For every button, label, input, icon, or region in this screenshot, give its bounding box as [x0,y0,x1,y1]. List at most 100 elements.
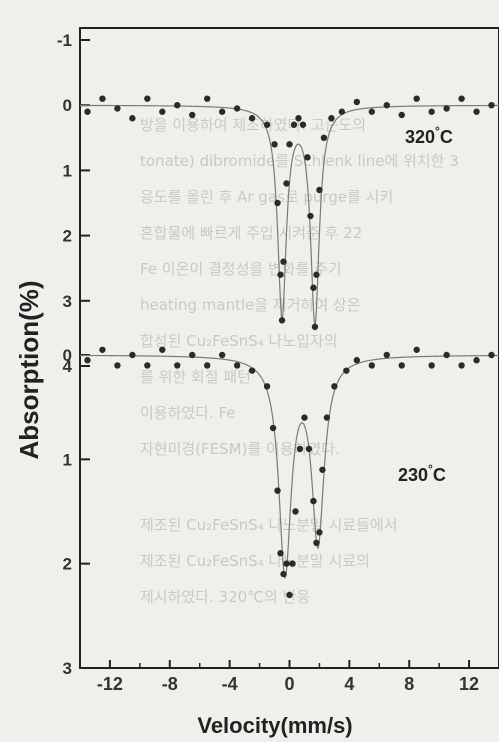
data-point-320 [338,108,346,115]
data-point-320 [280,258,287,265]
x-tick-label: -12 [97,674,123,694]
data-point-320 [278,317,286,324]
y-tick-label-top: 2 [63,227,72,246]
x-tick-label: 0 [284,674,294,694]
data-point-230 [368,362,375,369]
data-point-320 [84,108,91,115]
data-point-320 [413,95,420,102]
data-point-320 [299,121,307,128]
data-point-320 [353,98,361,106]
data-point-230 [398,362,405,369]
background-text-line: heating mantle을 제거하여 상온 [140,296,361,314]
data-point-230 [263,383,271,390]
data-point-320 [283,180,290,187]
data-point-320 [443,105,450,112]
data-point-320 [129,115,136,122]
y-tick-label-bottom: 3 [63,659,72,678]
data-point-230 [383,351,390,359]
data-point-230 [319,466,326,473]
background-text-line: 제조된 Cu₂FeSnS₄ 나노분말 시료들에서 [140,516,398,534]
data-point-230 [305,445,313,453]
data-point-230 [129,351,136,359]
data-point-230 [144,362,151,369]
data-point-320 [218,108,226,115]
background-korean-text: 방을 이용하여 제조하였다. 고순도의 tonate) dibromide를 Sc… [140,116,459,606]
data-point-230 [289,560,296,567]
data-point-320 [310,284,317,291]
data-point-320 [174,102,181,109]
y-tick-label-top: 0 [63,96,72,115]
data-point-320 [295,115,302,122]
x-tick-label: -4 [222,674,238,694]
data-point-320 [311,323,319,331]
x-tick-label: -8 [162,674,178,694]
data-point-230 [159,346,166,353]
data-point-230 [343,367,350,374]
data-point-320 [189,111,196,119]
y-tick-label-top: 1 [63,161,72,180]
data-point-230 [301,414,308,421]
data-point-320 [316,186,323,194]
data-point-230 [310,497,317,505]
data-point-230 [488,351,495,359]
data-point-230 [313,539,320,546]
x-tick-label: 8 [404,674,414,694]
data-point-320 [159,108,166,115]
data-point-230 [99,346,106,353]
x-axis-title: Velocity(mm/s) [197,713,352,738]
data-point-230 [353,357,361,364]
data-point-320 [274,199,281,207]
y-axis-title: Absorption(%) [14,280,44,459]
data-point-230 [316,529,323,536]
panel-label-230: 230°C [398,462,446,485]
fit-curve-230 [79,354,499,580]
data-point-320 [271,141,278,148]
data-point-320 [458,95,465,102]
data-point-320 [328,115,335,122]
x-tick-label: 12 [459,674,479,694]
data-point-320 [398,111,405,119]
background-text-line: 를 위한 회절 패턴 [140,368,251,386]
background-text-line: 자현미경(FESM)를 이용하였다. [140,440,340,458]
data-point-320 [473,108,480,115]
data-point-320 [320,134,328,141]
fit-curve-320 [80,104,499,326]
data-point-320 [383,102,390,109]
data-point-320 [307,212,314,220]
background-text-line: 합성된 Cu₂FeSnS₄ 나노입자의 [140,332,338,350]
x-tick-label: 4 [344,674,354,694]
data-point-320 [277,271,284,278]
data-point-320 [290,121,298,128]
data-point-230 [458,362,465,369]
background-text-line: 이용하였다. Fe [140,404,236,422]
data-points [84,95,495,599]
background-text-line: 제조된 Cu₂FeSnS₄ 나노분말 시료의 [140,552,370,570]
data-point-320 [233,105,241,112]
data-point-320 [304,154,311,161]
data-point-320 [488,102,495,109]
data-point-230 [84,357,91,364]
data-point-230 [473,357,480,364]
data-point-230 [218,351,226,359]
data-point-320 [368,108,375,115]
y-tick-label-top: 4 [63,357,73,376]
data-point-230 [331,383,338,390]
background-text-line: 제시하였다. 320℃의 반응 [140,588,310,606]
data-point-230 [296,445,304,453]
data-point-320 [263,121,271,128]
data-point-320 [99,95,106,102]
data-point-230 [428,362,435,369]
data-point-230 [413,346,420,353]
data-point-230 [277,550,284,557]
data-point-230 [292,508,299,515]
data-point-230 [286,591,293,599]
data-point-230 [233,362,241,369]
y-tick-label-bottom: 2 [63,555,72,574]
y-tick-label-bottom: 1 [63,450,72,469]
data-point-230 [323,414,331,421]
background-text-line: 혼합물에 빠르게 주입 시켜준 후 22 [140,224,362,242]
data-point-230 [274,487,281,494]
data-point-230 [114,362,121,369]
